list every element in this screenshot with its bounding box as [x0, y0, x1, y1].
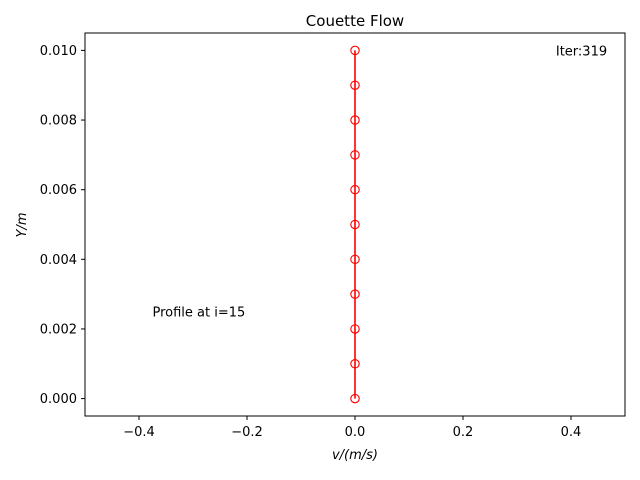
y-axis-label: Y/m [15, 213, 30, 238]
data-point [350, 359, 360, 369]
y-tick-label: 0.008 [40, 114, 77, 129]
x-axis: −0.4 −0.2 0.0 0.2 0.4 [123, 416, 581, 440]
y-tick-label: 0.000 [40, 392, 77, 407]
data-point [350, 80, 360, 90]
x-tick-label: 0.4 [561, 425, 582, 440]
data-point [350, 289, 360, 299]
data-point [350, 324, 360, 334]
chart-annotation: Profile at i=15 [153, 306, 246, 321]
data-point [350, 219, 360, 230]
data-point [350, 393, 360, 404]
chart-title: Couette Flow [306, 12, 404, 30]
data-point [350, 45, 360, 56]
data-point [350, 254, 360, 265]
data-point [350, 184, 360, 195]
data-point [350, 115, 360, 125]
x-tick-label: −0.2 [231, 425, 263, 440]
y-tick-label: 0.004 [40, 253, 77, 268]
x-tick-label: −0.4 [123, 425, 155, 440]
x-axis-label: v/(m/s) [332, 448, 378, 463]
data-point [350, 150, 360, 160]
y-axis: 0.000 0.002 0.004 0.006 0.008 0.010 [40, 44, 85, 407]
y-tick-label: 0.002 [40, 322, 77, 337]
chart-annotation: Iter:319 [556, 44, 607, 59]
x-tick-label: 0.0 [345, 425, 366, 440]
annotation-layer: Iter:319 Profile at i=15 [153, 44, 608, 320]
y-tick-label: 0.006 [40, 183, 77, 198]
series-layer [350, 45, 360, 404]
y-tick-label: 0.010 [40, 44, 77, 59]
x-tick-label: 0.2 [453, 425, 474, 440]
